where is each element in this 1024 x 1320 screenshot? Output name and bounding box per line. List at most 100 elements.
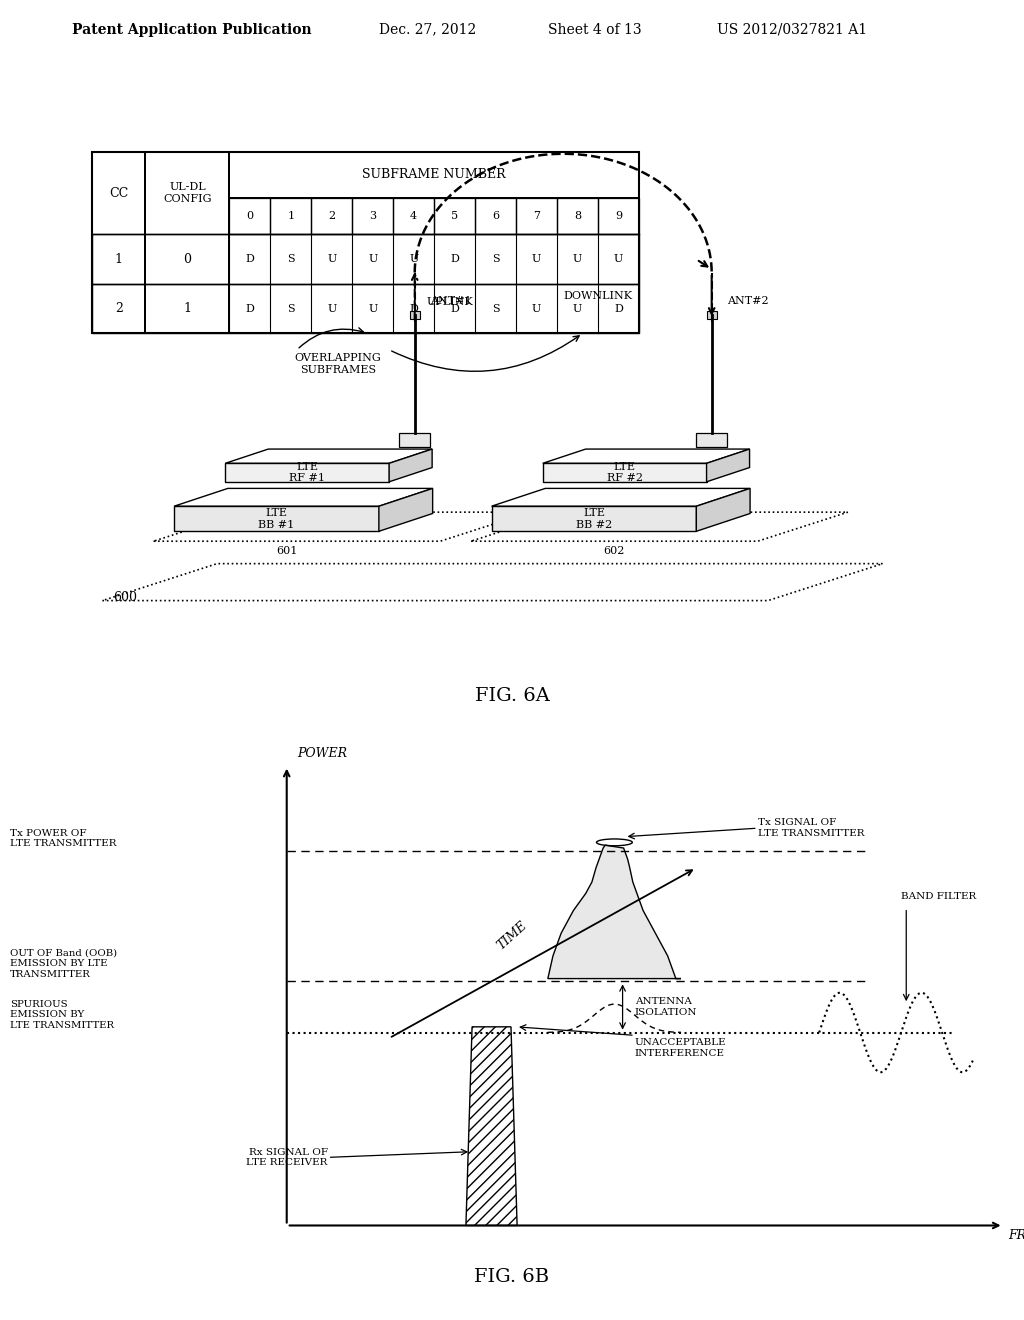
Text: Rx SIGNAL OF
LTE RECEIVER: Rx SIGNAL OF LTE RECEIVER <box>247 1147 328 1167</box>
Polygon shape <box>379 488 432 531</box>
Polygon shape <box>225 463 389 482</box>
Bar <box>229 152 639 198</box>
Text: 6: 6 <box>493 211 499 222</box>
Text: 4: 4 <box>411 211 417 222</box>
Text: DOWNLINK: DOWNLINK <box>563 290 633 301</box>
Text: BAND FILTER: BAND FILTER <box>901 892 976 900</box>
Text: S: S <box>492 304 500 314</box>
Text: 8: 8 <box>574 211 581 222</box>
Text: LTE
RF #1: LTE RF #1 <box>289 462 326 483</box>
Text: 2: 2 <box>329 211 335 222</box>
Text: FREQUENCY: FREQUENCY <box>1009 1229 1024 1241</box>
Text: D: D <box>614 304 623 314</box>
Text: U: U <box>327 253 337 264</box>
Text: FIG. 6B: FIG. 6B <box>474 1267 550 1286</box>
Text: ANT#1: ANT#1 <box>430 296 472 305</box>
Bar <box>399 433 430 447</box>
Text: Sheet 4 of 13: Sheet 4 of 13 <box>548 22 641 37</box>
Text: 7: 7 <box>534 211 540 222</box>
Text: 1: 1 <box>288 211 294 222</box>
Text: S: S <box>287 304 295 314</box>
Text: U: U <box>327 304 337 314</box>
Text: 0: 0 <box>183 252 191 265</box>
Bar <box>352 198 393 235</box>
Bar <box>92 152 639 333</box>
Text: OVERLAPPING
SUBFRAMES: OVERLAPPING SUBFRAMES <box>295 352 381 375</box>
Text: POWER: POWER <box>297 747 347 760</box>
Text: U: U <box>613 253 624 264</box>
Polygon shape <box>174 506 379 531</box>
Polygon shape <box>492 506 696 531</box>
Text: CC: CC <box>110 186 128 199</box>
Text: Dec. 27, 2012: Dec. 27, 2012 <box>379 22 476 37</box>
Polygon shape <box>492 488 750 506</box>
Bar <box>229 198 270 235</box>
Polygon shape <box>174 488 432 506</box>
Text: UNACCEPTABLE
INTERFERENCE: UNACCEPTABLE INTERFERENCE <box>635 1039 726 1057</box>
Bar <box>557 198 598 235</box>
Text: UPLINK: UPLINK <box>427 297 474 308</box>
Text: UL-DL
CONFIG: UL-DL CONFIG <box>163 182 212 203</box>
Text: TIME: TIME <box>495 920 529 953</box>
Text: LTE
BB #2: LTE BB #2 <box>575 508 612 529</box>
Bar <box>410 310 420 318</box>
Polygon shape <box>466 1027 517 1225</box>
Text: LTE
BB #1: LTE BB #1 <box>258 508 295 529</box>
Text: D: D <box>451 253 459 264</box>
Bar <box>434 198 475 235</box>
Text: Patent Application Publication: Patent Application Publication <box>72 22 311 37</box>
Bar <box>92 284 639 333</box>
Bar <box>145 152 229 333</box>
Bar <box>475 198 516 235</box>
Polygon shape <box>696 488 750 531</box>
Text: US 2012/0327821 A1: US 2012/0327821 A1 <box>717 22 867 37</box>
Text: D: D <box>410 304 418 314</box>
Text: 2: 2 <box>115 302 123 315</box>
Text: ANT#2: ANT#2 <box>727 296 769 305</box>
Text: U: U <box>572 304 583 314</box>
Text: U: U <box>572 253 583 264</box>
Text: SUBFRAME NUMBER: SUBFRAME NUMBER <box>362 169 506 181</box>
Bar <box>393 198 434 235</box>
Bar <box>598 198 639 235</box>
Text: U: U <box>368 304 378 314</box>
Polygon shape <box>707 449 750 482</box>
Text: 5: 5 <box>452 211 458 222</box>
Text: D: D <box>451 304 459 314</box>
Text: U: U <box>531 304 542 314</box>
Text: U: U <box>368 253 378 264</box>
Bar <box>707 310 717 318</box>
Text: S: S <box>492 253 500 264</box>
Text: 9: 9 <box>615 211 622 222</box>
Text: 0: 0 <box>247 211 253 222</box>
Bar <box>92 235 639 284</box>
Text: SPURIOUS
EMISSION BY
LTE TRANSMITTER: SPURIOUS EMISSION BY LTE TRANSMITTER <box>10 999 115 1030</box>
Text: 1: 1 <box>183 302 191 315</box>
Text: S: S <box>287 253 295 264</box>
Polygon shape <box>548 845 681 978</box>
Text: U: U <box>531 253 542 264</box>
Text: OUT OF Band (OOB)
EMISSION BY LTE
TRANSMITTER: OUT OF Band (OOB) EMISSION BY LTE TRANSM… <box>10 949 118 978</box>
Text: U: U <box>409 253 419 264</box>
Text: 602: 602 <box>604 546 625 557</box>
Bar <box>270 198 311 235</box>
Text: D: D <box>246 253 254 264</box>
Text: D: D <box>246 304 254 314</box>
Text: 3: 3 <box>370 211 376 222</box>
Polygon shape <box>225 449 432 463</box>
Bar <box>311 198 352 235</box>
Bar <box>92 152 145 333</box>
Text: 601: 601 <box>276 546 297 557</box>
Bar <box>516 198 557 235</box>
Text: LTE
RF #2: LTE RF #2 <box>606 462 643 483</box>
Text: 1: 1 <box>115 252 123 265</box>
Text: ANTENNA
ISOLATION: ANTENNA ISOLATION <box>635 998 697 1016</box>
Text: Tx POWER OF
LTE TRANSMITTER: Tx POWER OF LTE TRANSMITTER <box>10 829 117 847</box>
Text: FIG. 6A: FIG. 6A <box>474 688 550 705</box>
Polygon shape <box>389 449 432 482</box>
Polygon shape <box>543 449 750 463</box>
Text: 600: 600 <box>113 591 136 603</box>
Bar <box>696 433 727 447</box>
Polygon shape <box>543 463 707 482</box>
Text: Tx SIGNAL OF
LTE TRANSMITTER: Tx SIGNAL OF LTE TRANSMITTER <box>758 818 864 838</box>
